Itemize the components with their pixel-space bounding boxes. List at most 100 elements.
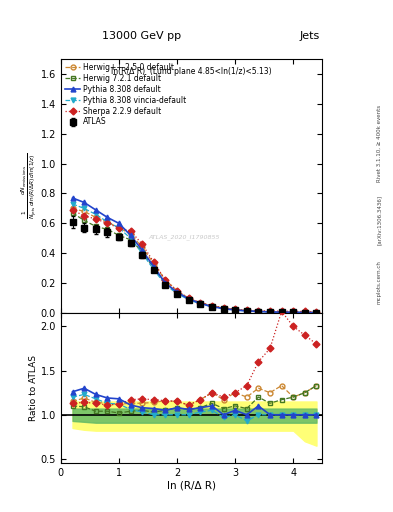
- Pythia 8.308 default: [175, 289, 180, 295]
- Herwig++ 2.5.0 default: [244, 307, 249, 313]
- Pythia 8.308 default: [186, 296, 191, 302]
- Y-axis label: Ratio to ATLAS: Ratio to ATLAS: [29, 355, 38, 421]
- Herwig 7.2.1 default: [163, 280, 168, 286]
- Sherpa 2.2.9 default: [256, 308, 261, 314]
- Herwig++ 2.5.0 default: [291, 309, 296, 315]
- Herwig 7.2.1 default: [303, 309, 307, 315]
- Herwig 7.2.1 default: [151, 265, 156, 271]
- Pythia 8.308 vincia-default: [163, 282, 168, 288]
- Herwig 7.2.1 default: [117, 232, 121, 239]
- Sherpa 2.2.9 default: [198, 300, 203, 306]
- Herwig++ 2.5.0 default: [117, 225, 121, 231]
- Pythia 8.308 default: [151, 264, 156, 270]
- Herwig 7.2.1 default: [70, 210, 75, 216]
- Pythia 8.308 default: [233, 307, 237, 313]
- Sherpa 2.2.9 default: [233, 306, 237, 312]
- Herwig 7.2.1 default: [105, 226, 110, 232]
- Pythia 8.308 default: [209, 304, 214, 310]
- Herwig 7.2.1 default: [82, 217, 86, 223]
- Pythia 8.308 vincia-default: [244, 308, 249, 314]
- Sherpa 2.2.9 default: [128, 228, 133, 234]
- Line: Herwig++ 2.5.0 default: Herwig++ 2.5.0 default: [70, 206, 319, 315]
- Herwig++ 2.5.0 default: [186, 295, 191, 301]
- Herwig++ 2.5.0 default: [198, 300, 203, 306]
- Pythia 8.308 vincia-default: [128, 236, 133, 242]
- Herwig 7.2.1 default: [140, 249, 145, 255]
- Pythia 8.308 default: [70, 195, 75, 201]
- Pythia 8.308 default: [256, 308, 261, 314]
- Pythia 8.308 default: [163, 280, 168, 286]
- Text: [arXiv:1306.3436]: [arXiv:1306.3436]: [377, 195, 382, 245]
- Herwig++ 2.5.0 default: [303, 309, 307, 315]
- Pythia 8.308 default: [268, 309, 272, 315]
- Text: Rivet 3.1.10, ≥ 400k events: Rivet 3.1.10, ≥ 400k events: [377, 105, 382, 182]
- Sherpa 2.2.9 default: [314, 309, 319, 315]
- Herwig 7.2.1 default: [279, 309, 284, 315]
- Sherpa 2.2.9 default: [82, 213, 86, 219]
- Herwig 7.2.1 default: [291, 309, 296, 315]
- Sherpa 2.2.9 default: [209, 303, 214, 309]
- Herwig++ 2.5.0 default: [314, 309, 319, 315]
- Pythia 8.308 default: [140, 247, 145, 253]
- Pythia 8.308 default: [94, 207, 98, 213]
- Herwig++ 2.5.0 default: [163, 277, 168, 283]
- Pythia 8.308 default: [198, 301, 203, 307]
- Herwig++ 2.5.0 default: [151, 261, 156, 267]
- Sherpa 2.2.9 default: [140, 241, 145, 247]
- Pythia 8.308 default: [105, 215, 110, 221]
- Herwig 7.2.1 default: [244, 308, 249, 314]
- Sherpa 2.2.9 default: [105, 220, 110, 226]
- Sherpa 2.2.9 default: [70, 207, 75, 213]
- Pythia 8.308 vincia-default: [198, 301, 203, 307]
- Pythia 8.308 default: [82, 199, 86, 205]
- Herwig++ 2.5.0 default: [175, 288, 180, 294]
- Line: Pythia 8.308 vincia-default: Pythia 8.308 vincia-default: [70, 202, 319, 315]
- Pythia 8.308 vincia-default: [70, 201, 75, 207]
- Line: Sherpa 2.2.9 default: Sherpa 2.2.9 default: [70, 207, 319, 314]
- Pythia 8.308 default: [279, 309, 284, 315]
- Pythia 8.308 vincia-default: [279, 309, 284, 315]
- Herwig 7.2.1 default: [268, 309, 272, 315]
- Pythia 8.308 vincia-default: [186, 296, 191, 303]
- Herwig 7.2.1 default: [256, 308, 261, 314]
- Sherpa 2.2.9 default: [303, 308, 307, 314]
- Text: ln(R/Δ R)  (Lund plane 4.85<ln(1/z)<5.13): ln(R/Δ R) (Lund plane 4.85<ln(1/z)<5.13): [111, 67, 272, 75]
- Herwig++ 2.5.0 default: [279, 309, 284, 315]
- Herwig++ 2.5.0 default: [128, 231, 133, 237]
- Text: Jets: Jets: [300, 31, 320, 41]
- Herwig 7.2.1 default: [94, 223, 98, 229]
- Herwig++ 2.5.0 default: [105, 219, 110, 225]
- Pythia 8.308 vincia-default: [105, 219, 110, 225]
- Herwig++ 2.5.0 default: [268, 309, 272, 315]
- Pythia 8.308 vincia-default: [291, 309, 296, 315]
- Pythia 8.308 default: [117, 220, 121, 226]
- Sherpa 2.2.9 default: [163, 277, 168, 283]
- Text: ATLAS_2020_I1790855: ATLAS_2020_I1790855: [148, 234, 220, 240]
- Herwig 7.2.1 default: [314, 309, 319, 315]
- Sherpa 2.2.9 default: [175, 288, 180, 294]
- Herwig++ 2.5.0 default: [256, 308, 261, 314]
- Herwig 7.2.1 default: [198, 301, 203, 307]
- Pythia 8.308 default: [221, 306, 226, 312]
- Sherpa 2.2.9 default: [151, 259, 156, 265]
- Sherpa 2.2.9 default: [279, 308, 284, 314]
- Legend: Herwig++ 2.5.0 default, Herwig 7.2.1 default, Pythia 8.308 default, Pythia 8.308: Herwig++ 2.5.0 default, Herwig 7.2.1 def…: [64, 61, 188, 128]
- Pythia 8.308 default: [303, 309, 307, 315]
- Pythia 8.308 vincia-default: [151, 267, 156, 273]
- Pythia 8.308 vincia-default: [233, 307, 237, 313]
- Sherpa 2.2.9 default: [268, 308, 272, 314]
- Herwig++ 2.5.0 default: [209, 303, 214, 309]
- Sherpa 2.2.9 default: [291, 308, 296, 314]
- Pythia 8.308 default: [244, 308, 249, 314]
- Herwig 7.2.1 default: [221, 305, 226, 311]
- Sherpa 2.2.9 default: [244, 307, 249, 313]
- Sherpa 2.2.9 default: [94, 216, 98, 222]
- Pythia 8.308 vincia-default: [221, 306, 226, 312]
- Herwig++ 2.5.0 default: [70, 205, 75, 211]
- Pythia 8.308 vincia-default: [140, 250, 145, 257]
- Y-axis label: $\frac{1}{N_{\mathrm{jets}}}\frac{dN_{\mathrm{emissions}}}{d\ln(R/\Delta R)\,d\l: $\frac{1}{N_{\mathrm{jets}}}\frac{dN_{\m…: [20, 153, 39, 219]
- Pythia 8.308 vincia-default: [117, 225, 121, 231]
- Pythia 8.308 vincia-default: [175, 291, 180, 297]
- Pythia 8.308 vincia-default: [256, 309, 261, 315]
- Pythia 8.308 vincia-default: [268, 309, 272, 315]
